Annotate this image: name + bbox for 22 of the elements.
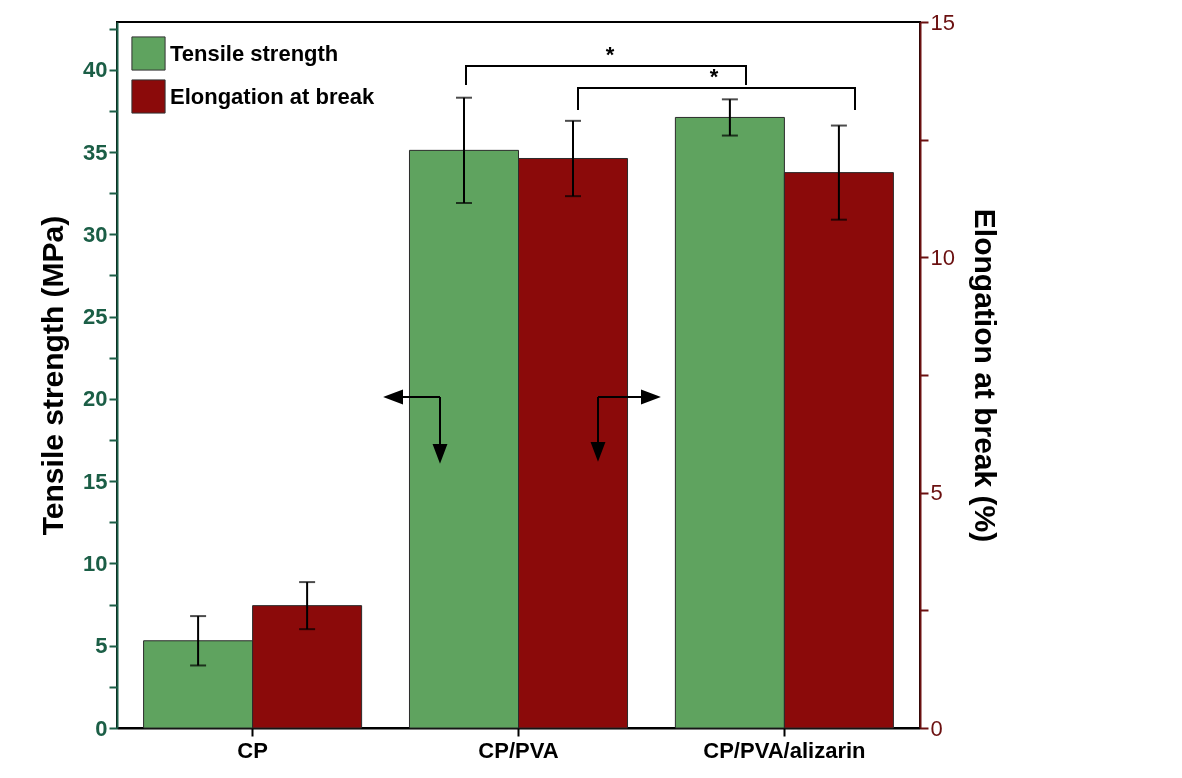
x-tick-label: CP (237, 737, 268, 763)
legend-label: Tensile strength (170, 40, 339, 66)
y-tick-label: 15 (83, 468, 108, 494)
annotation: * (605, 42, 615, 67)
y-tick-label: 0 (95, 715, 108, 741)
y-tick-label: 5 (95, 633, 108, 659)
y2-tick-label: 0 (930, 715, 943, 741)
y-axis-title: Tensile strength (MPa) (36, 215, 70, 536)
y-tick-label: 35 (83, 139, 108, 165)
y-tick-label: 25 (83, 304, 108, 330)
annotation: * (709, 64, 719, 89)
y2-tick-label: 10 (930, 244, 955, 270)
legend-label: Elongation at break (170, 83, 375, 109)
x-tick-label: CP/PVA (478, 737, 559, 763)
y-tick-label: 20 (83, 386, 108, 412)
x-tick-label: CP/PVA/alizarin (703, 737, 866, 763)
y2-tick-label: 5 (930, 480, 943, 506)
y-tick-label: 40 (83, 57, 108, 83)
y2-tick-label: 15 (930, 9, 955, 35)
y-tick-label: 10 (83, 550, 108, 576)
y-tick-label: 30 (83, 221, 108, 247)
y2-axis-title: Elongation at break (%) (968, 208, 1002, 543)
